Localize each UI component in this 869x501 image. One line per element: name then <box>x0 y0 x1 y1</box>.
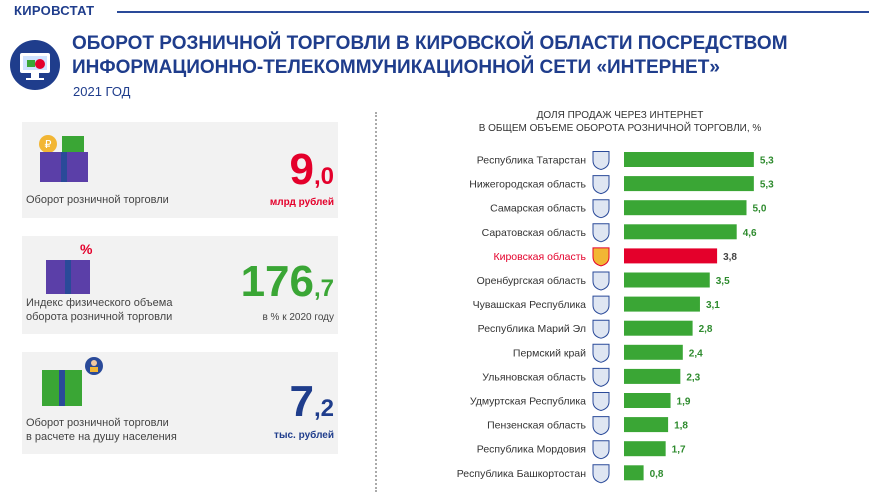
stat-label: Оборот розничной торговли <box>26 194 169 206</box>
bar <box>624 272 710 288</box>
bar <box>624 296 700 312</box>
category-label: Республика Башкортостан <box>457 468 586 480</box>
data-label: 2,4 <box>689 348 703 359</box>
region-emblem-icon <box>592 175 610 195</box>
category-label: Ульяновская область <box>482 371 586 383</box>
stat-card-turnover: ₽ Оборот розничной торговли 9,0 млрд руб… <box>22 122 338 218</box>
svg-text:%: % <box>80 241 93 257</box>
svg-text:₽: ₽ <box>45 139 52 151</box>
computer-shopping-icon <box>10 40 60 90</box>
region-emblem-icon <box>592 295 610 315</box>
category-label: Кировская область <box>493 251 586 263</box>
data-label: 5,3 <box>760 180 774 191</box>
data-label: 1,9 <box>677 397 691 408</box>
data-label: 3,8 <box>723 252 737 263</box>
category-label: Чувашская Республика <box>473 299 587 311</box>
bar <box>624 368 681 384</box>
region-emblem-icon <box>592 271 610 291</box>
region-emblem-icon <box>592 223 610 243</box>
bar <box>624 344 683 360</box>
category-label: Пензенская область <box>487 420 586 432</box>
data-label: 3,1 <box>706 300 720 311</box>
region-emblem-icon <box>592 464 610 484</box>
region-emblem-icon <box>592 367 610 387</box>
category-label: Республика Татарстан <box>477 155 587 167</box>
stat-unit: млрд рублей <box>269 197 334 208</box>
category-label: Нижегородская область <box>469 179 586 191</box>
stat-label: Индекс физического объема оборота рознич… <box>26 297 173 323</box>
stat-label: Оборот розничной торговли в расчете на д… <box>26 417 177 443</box>
category-label: Саратовская область <box>482 227 587 239</box>
bar <box>624 320 693 336</box>
page-title: ОБОРОТ РОЗНИЧНОЙ ТОРГОВЛИ В КИРОВСКОЙ ОБ… <box>72 32 788 80</box>
data-label: 4,6 <box>743 228 757 239</box>
data-label: 1,7 <box>672 445 686 456</box>
internet-share-chart: Республика Татарстан 5,3 Нижегородская обл… <box>457 151 774 484</box>
region-emblem-icon <box>592 247 610 267</box>
gift-box-person-icon <box>36 354 108 415</box>
gift-box-percent-icon: % <box>40 240 100 301</box>
region-emblem-icon <box>592 343 610 363</box>
category-label: Республика Мордовия <box>477 444 586 456</box>
brand-label: КИРОВСТАТ <box>14 3 95 18</box>
data-label: 0,8 <box>650 469 664 480</box>
category-label: Пермский край <box>513 347 586 359</box>
category-label: Оренбургская область <box>477 275 587 287</box>
gift-box-coins-icon: ₽ <box>34 132 94 189</box>
data-label: 2,8 <box>699 324 713 335</box>
section-divider <box>375 112 377 492</box>
stat-value: 9,0 <box>289 145 335 194</box>
region-emblem-icon <box>592 440 610 460</box>
category-label: Самарская область <box>490 203 586 215</box>
bar <box>624 248 718 264</box>
data-label: 2,3 <box>686 372 700 383</box>
region-emblem-icon <box>592 319 610 339</box>
region-emblem-icon <box>592 392 610 412</box>
stat-card-per-capita: Оборот розничной торговли в расчете на д… <box>22 352 338 454</box>
title-line-1: ОБОРОТ РОЗНИЧНОЙ ТОРГОВЛИ В КИРОВСКОЙ ОБ… <box>72 33 788 54</box>
category-label: Республика Марий Эл <box>478 323 586 335</box>
header-rule <box>117 11 869 13</box>
bar <box>624 224 737 240</box>
stat-card-index: % Индекс физического объема оборота розн… <box>22 236 338 334</box>
chart-title: ДОЛЯ ПРОДАЖ ЧЕРЕЗ ИНТЕРНЕТ В ОБЩЕМ ОБЪЕМ… <box>478 110 762 134</box>
category-label: Удмуртская Республика <box>470 396 586 408</box>
region-emblem-icon <box>592 416 610 436</box>
stat-value: 7,2 <box>289 377 335 426</box>
bar <box>624 441 666 457</box>
region-emblem-icon <box>592 199 610 219</box>
data-label: 5,3 <box>760 156 774 167</box>
stat-unit: в % к 2020 году <box>262 312 334 323</box>
bar <box>624 152 754 167</box>
title-line-2: ИНФОРМАЦИОННО-ТЕЛЕКОММУНИКАЦИОННОЙ СЕТИ … <box>72 57 720 78</box>
bar <box>624 465 644 481</box>
stat-unit: тыс. рублей <box>274 430 334 441</box>
bar <box>624 393 671 408</box>
data-label: 1,8 <box>674 421 688 432</box>
bar <box>624 200 747 216</box>
data-label: 3,5 <box>716 276 730 287</box>
bar <box>624 176 754 192</box>
bar <box>624 417 669 433</box>
year-label: 2021 ГОД <box>73 84 131 99</box>
data-label: 5,0 <box>753 204 767 215</box>
stat-value: 176,7 <box>240 257 334 306</box>
region-emblem-icon <box>592 151 610 171</box>
